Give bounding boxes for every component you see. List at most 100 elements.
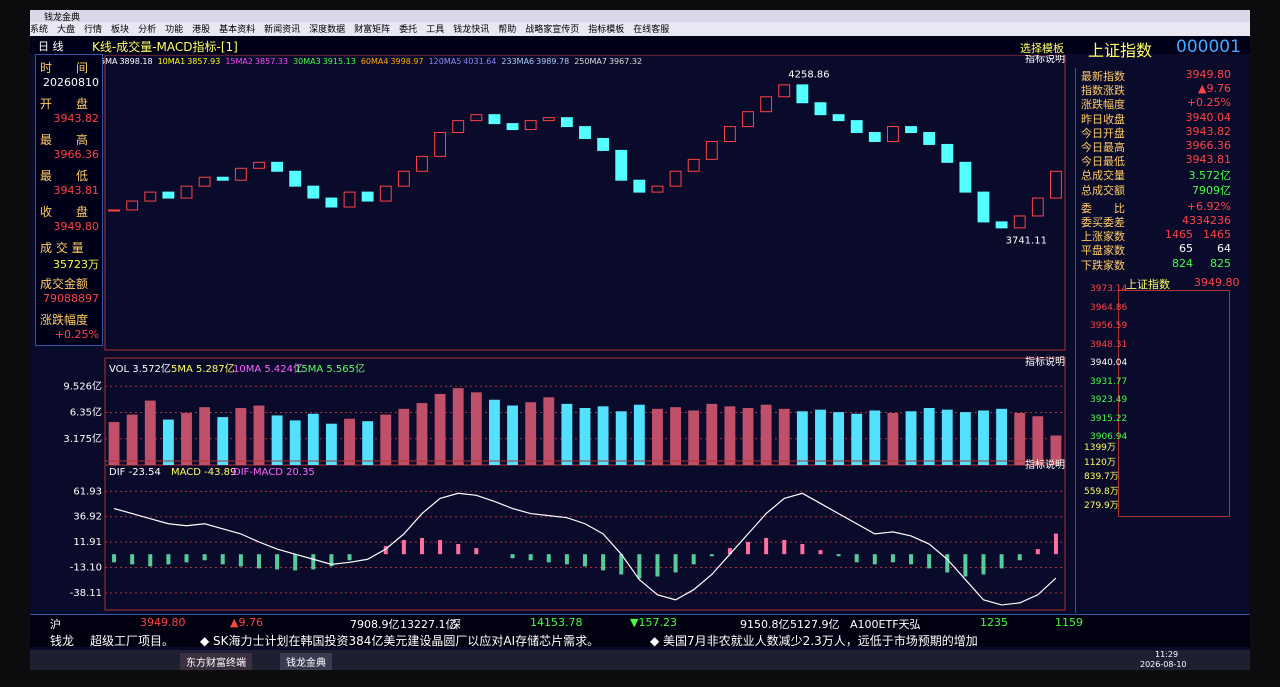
macd-bar — [130, 554, 135, 565]
menu-item[interactable]: 新闻资讯 — [264, 25, 301, 35]
ma-value: 4031.64 — [463, 57, 497, 66]
taskbar-app[interactable]: 钱龙金典 — [280, 653, 332, 670]
indicator-note: 指标说明 — [1025, 355, 1065, 368]
quote-label: 指数涨跌 — [1081, 84, 1125, 98]
macd-bar — [474, 548, 479, 555]
menu-item[interactable]: 指标模板 — [588, 25, 625, 35]
candle — [669, 170, 682, 187]
clock-time: 11:29 — [1155, 650, 1179, 659]
legend-text: DIF -23.54 — [109, 467, 161, 478]
menu-item[interactable]: 大盘 — [57, 25, 76, 35]
menu-item[interactable]: 分析 — [138, 25, 157, 35]
volume-bar — [796, 411, 808, 465]
status-item: 7908.9亿 — [350, 618, 400, 631]
volume-bar — [126, 414, 138, 465]
info-value: 20260810 — [43, 76, 99, 89]
mini-price-tick: 3906.94 — [1090, 432, 1128, 442]
info-label: 涨跌幅度 — [40, 313, 89, 327]
menu-item[interactable]: 在线客服 — [633, 25, 670, 35]
candle — [307, 185, 320, 199]
legend-text: 5MA 5.287亿 — [171, 362, 235, 375]
mini-volume-tick: 1120万 — [1084, 457, 1116, 468]
mini-chart — [1118, 290, 1230, 517]
ma-name: 60MA4 — [360, 57, 389, 66]
candle — [687, 158, 700, 172]
volume-bar — [923, 408, 935, 465]
macd-bar — [691, 554, 696, 565]
volume-bar — [833, 412, 845, 465]
volume-bar — [615, 411, 627, 465]
menu-item[interactable]: 帮助 — [498, 25, 517, 35]
candle — [289, 170, 302, 187]
index-name: 上证指数 — [1088, 41, 1153, 60]
macd-bar — [1053, 533, 1058, 555]
menu-item[interactable]: 财富矩阵 — [354, 25, 391, 35]
menu-item[interactable]: 功能 — [165, 25, 184, 35]
quote-label: 最新指数 — [1081, 70, 1125, 83]
candle — [959, 161, 972, 193]
candle — [778, 84, 791, 98]
volume-bar — [289, 420, 301, 465]
menu-item[interactable]: 港股 — [192, 25, 211, 35]
candle — [1050, 170, 1062, 199]
dif-line — [113, 492, 1057, 606]
quote-label: 昨日收盘 — [1081, 112, 1125, 126]
template[interactable]: 选择模板 — [1020, 42, 1064, 55]
volume-bar — [199, 407, 211, 465]
menu-item[interactable]: 基本资料 — [219, 25, 256, 35]
macd-bar — [438, 539, 443, 555]
info-value: +0.25% — [54, 328, 99, 341]
status-item: 3949.80 — [140, 616, 186, 629]
layout[interactable]: K线-成交量-MACD指标-[1] — [92, 40, 238, 54]
status-item: 13227.1亿 — [400, 618, 457, 631]
menu-item[interactable]: 系统 — [30, 25, 49, 35]
candle — [723, 126, 736, 142]
macd-bar — [256, 554, 261, 569]
macd-bar — [148, 554, 153, 567]
macd-bar — [275, 554, 280, 570]
ma-name: 250MA7 — [574, 57, 607, 66]
menu-item[interactable]: 工具 — [426, 25, 445, 35]
quote-value: 4334236 — [1182, 214, 1231, 227]
quote-label: 今日开盘 — [1081, 126, 1125, 140]
ma-legend: 5MA 3898.18 10MA1 3857.93 15MA2 3857.33 30MA3 3… — [100, 56, 647, 68]
candle — [705, 140, 718, 160]
menu-item[interactable]: 战略家宣传页 — [525, 25, 580, 35]
mini-volume-tick: 279.9万 — [1084, 501, 1119, 511]
quote-label: 总成交额 — [1081, 183, 1125, 197]
info-value: 3949.80 — [53, 220, 100, 233]
macd-bar — [293, 554, 298, 571]
indicator-note: 指标说明 — [1025, 458, 1065, 471]
menu-item[interactable]: 行情 — [84, 25, 103, 35]
info-value: 3966.36 — [53, 148, 100, 161]
quote-label: 平盘家数 — [1081, 244, 1125, 258]
quote-value: 3943.82 — [1185, 124, 1232, 138]
macd-bar — [184, 554, 189, 563]
legend-text: 10MA 5.424亿 — [233, 362, 303, 375]
taskbar-app[interactable]: 东方财富终端 — [180, 653, 252, 670]
macd-bar — [619, 554, 624, 575]
volume-bar — [688, 410, 700, 465]
y-tick-label: -13.10 — [70, 562, 102, 573]
candle — [796, 84, 809, 104]
quote-label: 上涨家数 — [1081, 230, 1125, 244]
y-tick-label: 36.92 — [73, 512, 102, 523]
quote-value: 7909亿 — [1192, 183, 1231, 197]
status-item: ▼157.23 — [630, 616, 677, 629]
candle — [434, 132, 447, 157]
info-value: 3943.81 — [53, 184, 100, 197]
candle — [1031, 197, 1044, 217]
volume-bar — [543, 397, 555, 465]
menu-item[interactable]: 深度数据 — [309, 25, 346, 35]
volume-bar — [670, 407, 681, 465]
volume-bar — [724, 406, 736, 465]
menu-item[interactable]: 板块 — [111, 25, 130, 35]
macd-bar — [238, 554, 243, 567]
period[interactable]: 日 线 — [38, 40, 64, 53]
menu-item[interactable]: 委托 — [399, 25, 418, 35]
volume-bar — [235, 408, 247, 465]
candle — [379, 185, 392, 202]
menu-item[interactable]: 钱龙快讯 — [453, 25, 490, 35]
volume-bar — [633, 404, 645, 465]
quote-value: 3966.36 — [1185, 139, 1232, 152]
